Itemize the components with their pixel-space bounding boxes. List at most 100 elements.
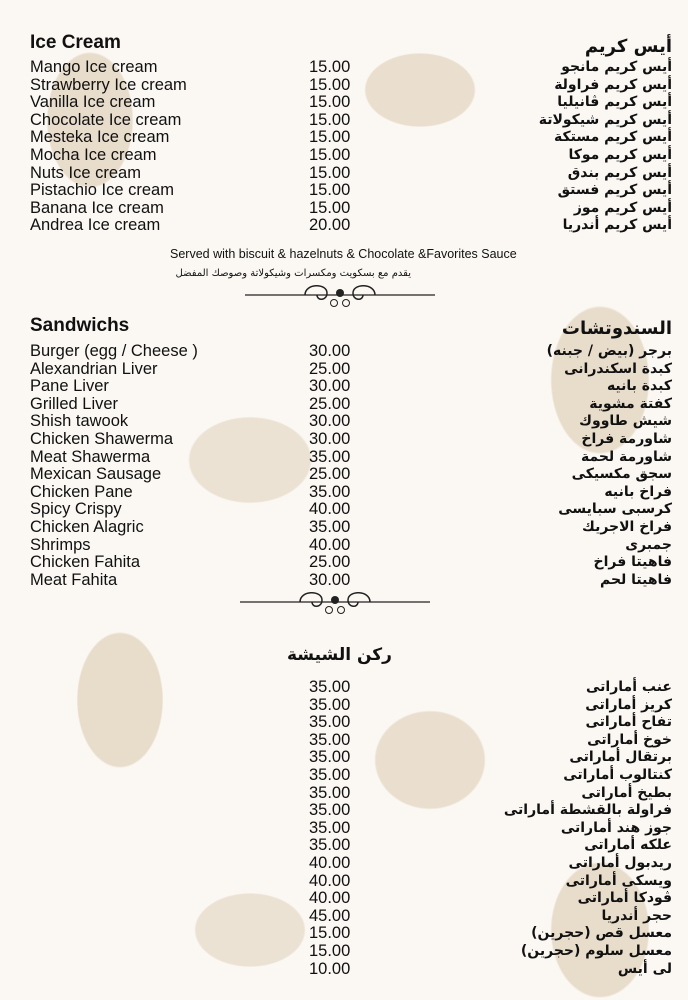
menu-item: 35.00 عنب أماراتى <box>0 678 688 697</box>
menu-item: Mango Ice cream 15.00 أيس كريم مانجو <box>0 58 688 77</box>
ornament-divider <box>240 592 430 614</box>
menu-item: 35.00 فراولة بالقشطة أماراتى <box>0 802 688 820</box>
item-name-ar: ريدبول أماراتى <box>568 855 672 871</box>
menu-item: Pistachio Ice cream 15.00 أيس كريم فستق <box>0 182 688 200</box>
item-price: 15.00 <box>309 163 351 182</box>
menu-item: 35.00 كنتالوب أماراتى <box>0 766 688 785</box>
menu-item: 35.00 علكه أماراتى <box>0 837 688 855</box>
item-name-ar: كريز أماراتى <box>585 696 672 713</box>
item-name-ar: ويسكى أماراتى <box>565 872 672 889</box>
menu-item: 35.00 كريز أماراتى <box>0 695 688 715</box>
item-name-en: Grilled Liver <box>30 394 119 413</box>
item-name-ar: أيس كريم فستق <box>557 182 672 199</box>
item-name-en: Chicken Pane <box>30 482 133 501</box>
item-price: 20.00 <box>309 216 351 235</box>
item-name-en: Shrimps <box>30 535 91 554</box>
item-name-en: Mexican Sausage <box>30 465 162 484</box>
item-name-en: Spicy Crispy <box>30 500 122 519</box>
menu-item: Spicy Crispy 40.00 كرسبى سبايسى <box>0 501 688 519</box>
menu-item: 45.00 حجر أندريا <box>0 906 688 926</box>
item-price: 15.00 <box>309 146 351 164</box>
item-price: 15.00 <box>309 58 351 76</box>
menu-item: Shrimps 40.00 جمبرى <box>0 535 688 555</box>
item-name-en: Chicken Fahita <box>30 553 141 572</box>
item-name-en: Vanilla Ice cream <box>30 93 156 112</box>
menu-item: Nuts Ice cream 15.00 أيس كريم بندق <box>0 163 688 183</box>
item-price: 40.00 <box>309 535 351 554</box>
item-price: 35.00 <box>309 801 351 820</box>
item-price: 40.00 <box>309 854 351 872</box>
menu-item: Mocha Ice cream 15.00 أيس كريم موكا <box>0 146 688 165</box>
item-name-ar: معسل سلوم (حجرين) <box>520 943 672 959</box>
item-name-ar: حجر أندريا <box>601 907 672 924</box>
item-name-en: Chicken Shawerma <box>30 430 174 448</box>
menu-item: 15.00 معسل قص (حجرين) <box>0 925 688 943</box>
menu-item: 40.00 ريدبول أماراتى <box>0 854 688 873</box>
ice-cream-title-ar: أيس كريم <box>584 36 672 57</box>
menu-item: Banana Ice cream 15.00 أيس كريم موز <box>0 198 688 218</box>
item-name-ar: أيس كريم بندق <box>567 164 672 181</box>
item-name-en: Meat Fahita <box>30 570 118 589</box>
item-name-ar: شاورمة لحمة <box>580 448 672 465</box>
item-name-en: Chocolate Ice cream <box>30 110 182 129</box>
served-note: Served with biscuit & hazelnuts & Chocol… <box>170 247 517 261</box>
item-name-en: Banana Ice cream <box>30 198 164 217</box>
item-name-ar: كبدة بانيه <box>606 378 672 395</box>
item-price: 30.00 <box>309 570 351 589</box>
menu-item: Mesteka Ice cream 15.00 أيس كريم مستكة <box>0 129 688 147</box>
item-name-ar: فراخ بانيه <box>604 483 672 500</box>
item-name-ar: بطيخ أماراتى <box>581 784 672 801</box>
item-name-en: Mango Ice cream <box>30 58 158 76</box>
menu-item: Meat Fahita 30.00 فاهيتا لحم <box>0 570 688 590</box>
item-name-ar: كفتة مشوية <box>589 395 672 412</box>
item-name-en: Chicken Alagric <box>30 518 144 536</box>
item-price: 40.00 <box>309 889 351 908</box>
item-name-ar: خوخ أماراتى <box>587 731 672 748</box>
menu-item: Mexican Sausage 25.00 سجق مكسيكى <box>0 466 688 484</box>
item-name-ar: أيس كريم مانجو <box>561 59 672 75</box>
item-price: 35.00 <box>309 730 351 749</box>
item-name-ar: أيس كريم أندريا <box>562 217 672 234</box>
item-price: 35.00 <box>309 695 351 714</box>
item-name-ar: برجر (بيض / جبنه) <box>546 343 672 359</box>
ice-cream-title: Ice Cream <box>30 32 121 53</box>
menu-item: Shish tawook 30.00 شيش طاووك <box>0 413 688 431</box>
item-price: 35.00 <box>309 713 351 732</box>
item-name-ar: فاهيتا لحم <box>599 571 672 588</box>
menu-item: Alexandrian Liver 25.00 كبدة اسكندرانى <box>0 359 688 379</box>
item-name-en: Nuts Ice cream <box>30 163 141 182</box>
item-price: 35.00 <box>309 447 351 466</box>
item-name-en: Alexandrian Liver <box>30 359 158 378</box>
item-name-en: Strawberry Ice cream <box>30 75 187 94</box>
ornament-divider <box>245 285 435 307</box>
item-name-ar: كبدة اسكندرانى <box>564 360 672 377</box>
menu-item: Pane Liver 30.00 كبدة بانيه <box>0 378 688 396</box>
item-name-en: Mesteka Ice cream <box>30 128 170 147</box>
item-price: 30.00 <box>309 430 351 448</box>
menu-item: Vanilla Ice cream 15.00 أيس كريم ڤانيليا <box>0 94 688 112</box>
item-price: 25.00 <box>309 465 351 484</box>
item-name-en: Pistachio Ice cream <box>30 181 174 200</box>
item-price: 35.00 <box>309 818 351 837</box>
menu-item: Chicken Alagric 35.00 فراخ الاجريك <box>0 518 688 537</box>
item-price: 35.00 <box>309 748 351 767</box>
menu-item: Strawberry Ice cream 15.00 أيس كريم فراولة <box>0 75 688 95</box>
menu-item: Grilled Liver 25.00 كفتة مشوية <box>0 394 688 414</box>
item-price: 15.00 <box>309 181 351 200</box>
item-name-ar: فراولة بالقشطة أماراتى <box>503 802 672 819</box>
item-name-ar: أيس كريم شيكولاتة <box>538 111 672 128</box>
item-price: 25.00 <box>309 394 351 413</box>
menu-item: 40.00 ڤودكا أماراتى <box>0 890 688 908</box>
item-price: 40.00 <box>309 871 351 890</box>
item-name-ar: علكه أماراتى <box>584 837 672 854</box>
item-price: 35.00 <box>309 482 351 501</box>
item-name-ar: أيس كريم فراولة <box>554 76 672 93</box>
item-price: 30.00 <box>309 377 351 396</box>
item-name-ar: ڤودكا أماراتى <box>577 890 672 907</box>
item-name-en: Pane Liver <box>30 377 109 396</box>
item-price: 35.00 <box>309 766 351 784</box>
item-name-ar: شاورمة فراخ <box>581 431 672 447</box>
item-price: 45.00 <box>309 906 351 925</box>
item-name-ar: عنب أماراتى <box>586 679 672 695</box>
